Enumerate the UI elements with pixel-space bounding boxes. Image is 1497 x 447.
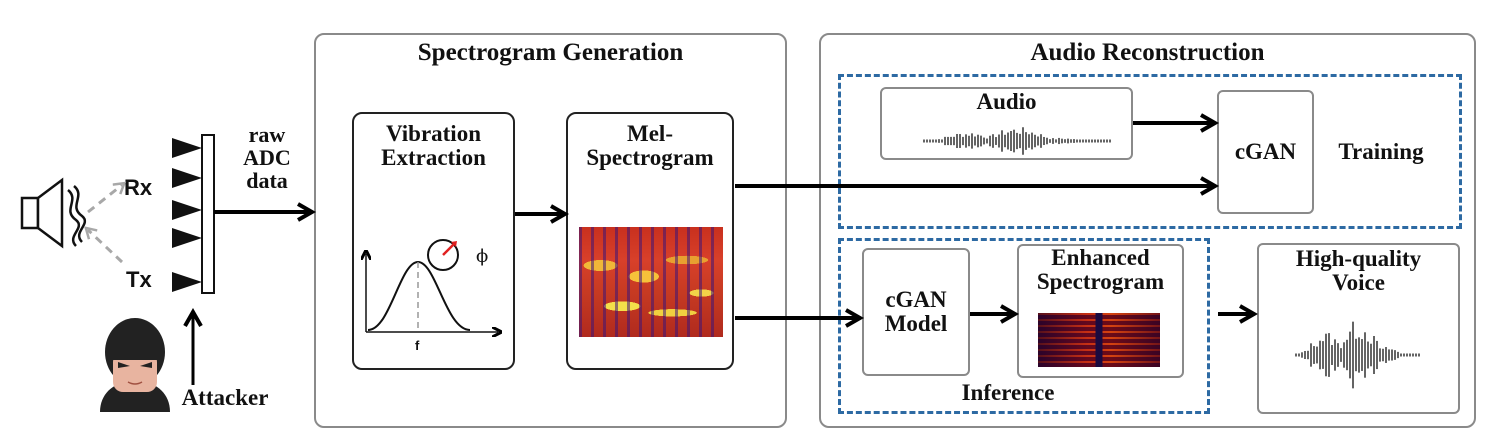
training-label: Training [1338, 139, 1424, 164]
mel-spectrogram-image [579, 227, 723, 337]
mel-spectrogram-label: Mel- Spectrogram [586, 121, 714, 171]
speaker-icon [20, 177, 87, 249]
rx-wave-arrow [87, 185, 122, 214]
cgan-model-box [862, 248, 970, 376]
audio-reconstruction-title: Audio Reconstruction [1030, 39, 1265, 66]
cgan-model-label: cGAN Model [884, 287, 948, 337]
cgan-label: cGAN [1234, 139, 1297, 164]
audio-label: Audio [976, 89, 1037, 114]
inference-label: Inference [961, 380, 1055, 405]
voice-waveform [1295, 321, 1420, 389]
inference-region [838, 238, 1210, 414]
enhanced-spectrogram-label: Enhanced Spectrogram [1036, 245, 1165, 295]
radar-antenna-icon [172, 134, 215, 294]
raw-adc-data-label: raw ADC data [243, 122, 291, 194]
vibration-plot [366, 239, 498, 332]
cgan-box [1217, 90, 1314, 214]
spectrogram-generation-title: Spectrogram Generation [417, 39, 684, 66]
vibration-extraction-box [352, 112, 515, 370]
attacker-label: Attacker [181, 385, 269, 410]
rx-label: Rx [124, 175, 153, 200]
attacker-icon [100, 318, 170, 412]
enhanced-spectrogram-image [1038, 313, 1160, 367]
tx-label: Tx [126, 267, 152, 292]
audio-box [880, 87, 1133, 160]
f-label: f [415, 338, 420, 353]
tx-wave-arrow [88, 230, 124, 264]
high-quality-voice-label: High-quality Voice [1295, 246, 1422, 296]
audio-waveform [923, 127, 1111, 155]
high-quality-voice-box [1257, 243, 1460, 414]
vibration-extraction-label: Vibration Extraction [381, 121, 486, 171]
phi-label: ϕ [476, 246, 488, 267]
training-region [838, 74, 1462, 229]
